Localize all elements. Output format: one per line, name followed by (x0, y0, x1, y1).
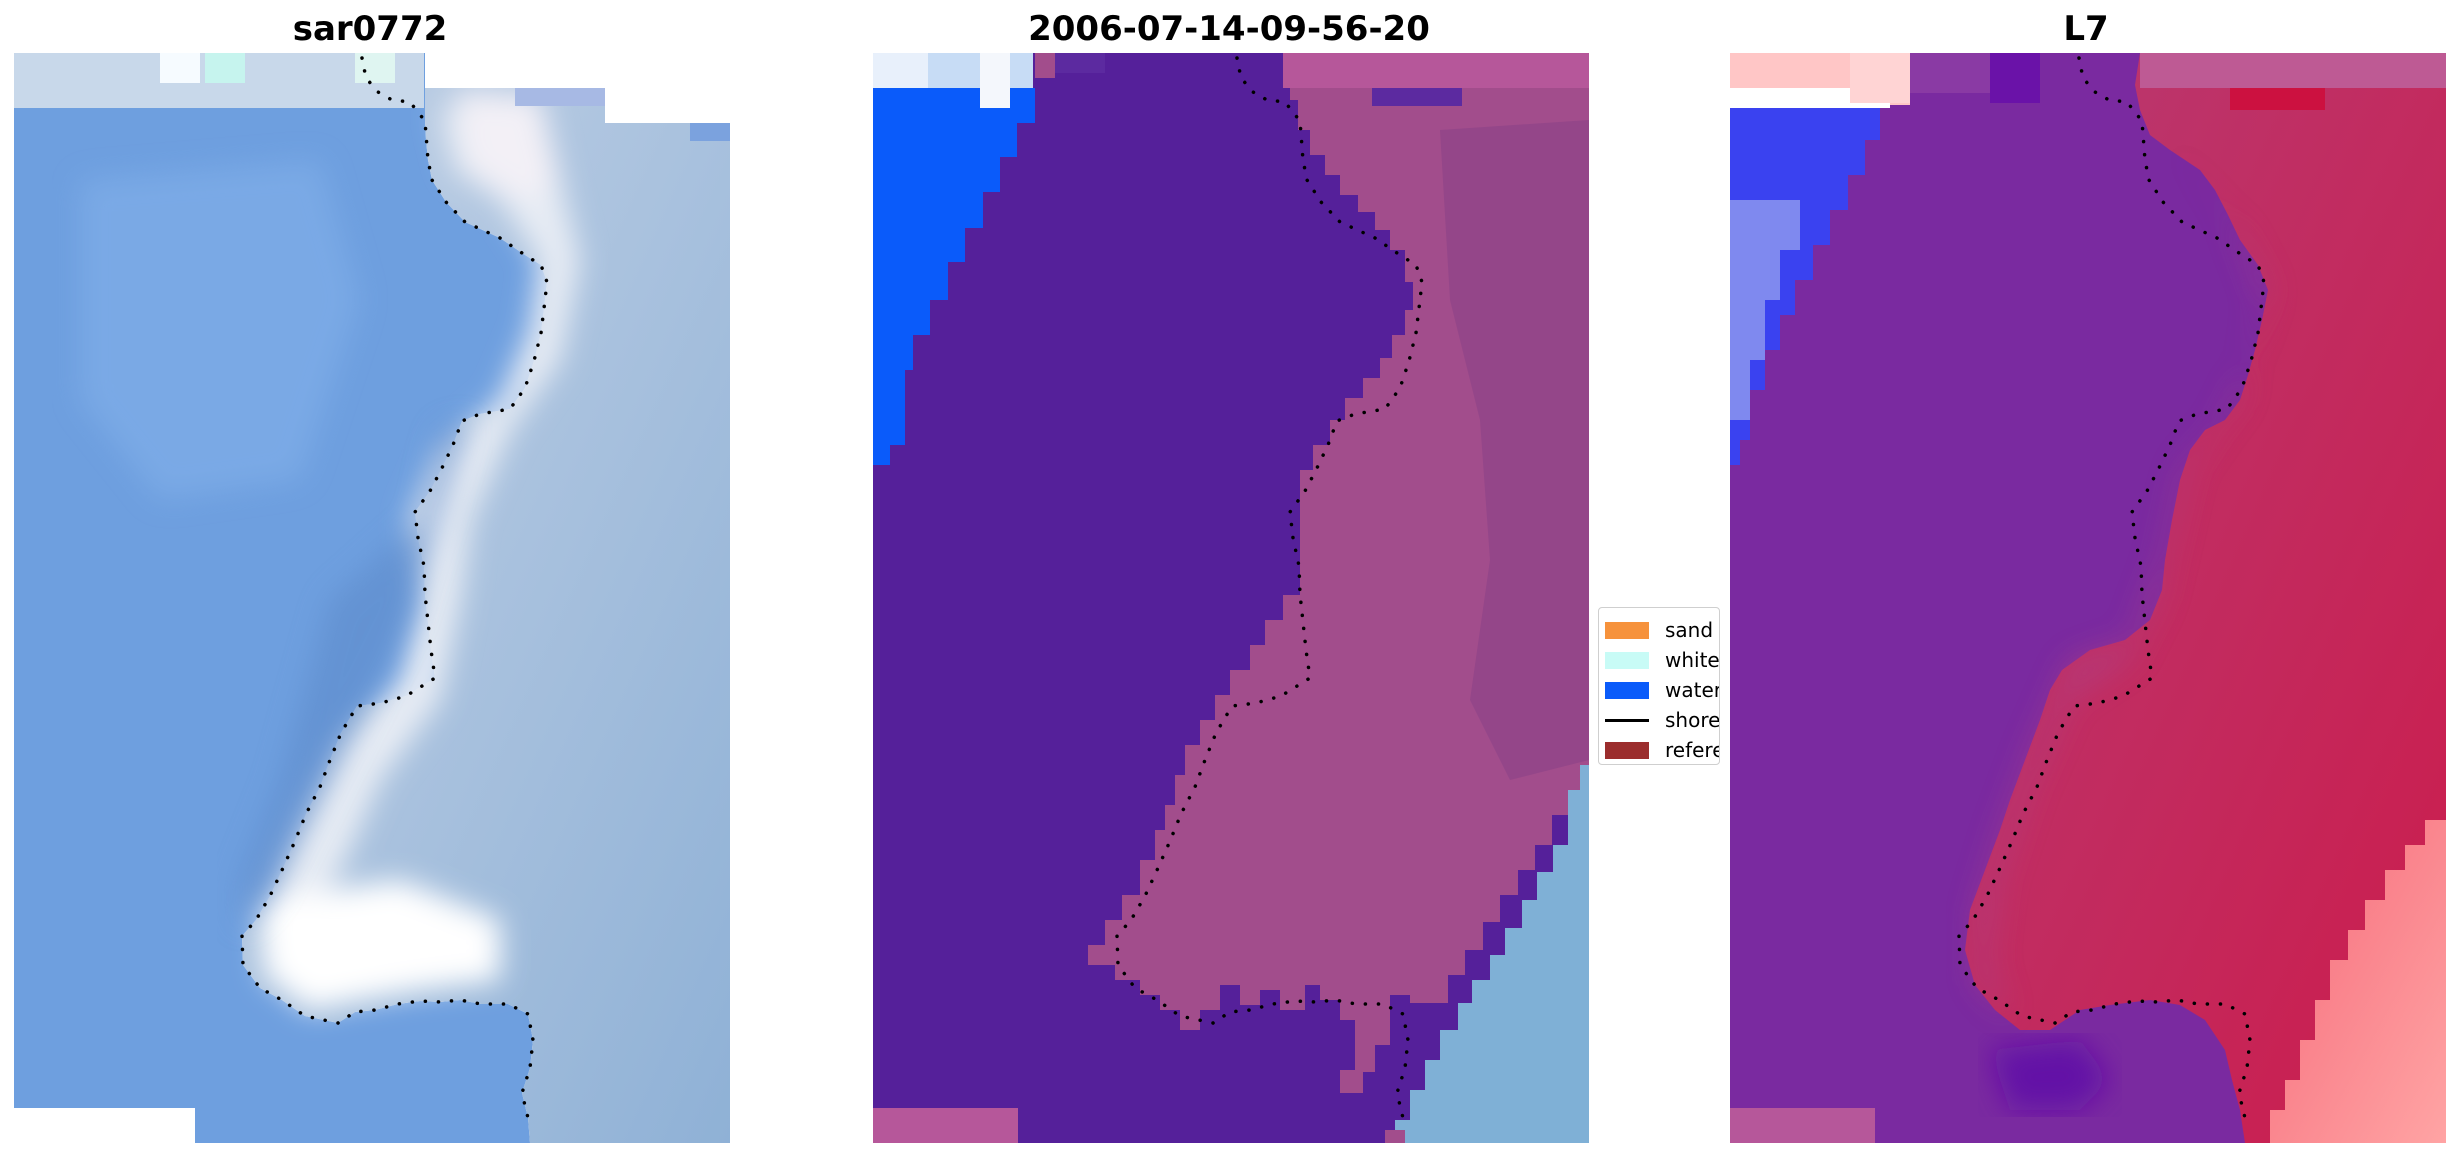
index-land-area (1965, 53, 2446, 1143)
class-land-dark-band (1440, 120, 1589, 780)
legend-label-sand: sand (1665, 618, 1714, 642)
legend-item-shoreline: shoreline (1605, 707, 1720, 733)
legend-label-shoreline: shoreline (1665, 708, 1720, 732)
rgb-land-area (242, 53, 730, 1143)
rgb-offshore-highlight (80, 160, 360, 500)
index-image-panel (1730, 53, 2446, 1143)
shoreline-dots-panel-1 (240, 56, 549, 1124)
legend-swatch-water (1605, 681, 1649, 699)
legend-swatch-sand (1605, 621, 1649, 639)
panel-title-l7: L7 (2063, 9, 2109, 49)
legend-label-water: water (1665, 678, 1720, 702)
index-low-area (2270, 820, 2446, 1143)
class-bottom-left-land (873, 1108, 1018, 1143)
rgb-image-panel (14, 53, 730, 1143)
legend-swatch-reference-shoreline (1605, 741, 1649, 759)
classified-image-panel (873, 53, 1589, 1143)
class-sea-pale-area (1395, 765, 1589, 1143)
shoreline-dots-panel-2 (1115, 56, 1424, 1124)
shoreline-overlay (240, 56, 2266, 1124)
index-dark-pocket (1990, 1040, 2110, 1110)
panel-title-sar0772: sar0772 (292, 9, 448, 49)
shoreline-dots-panel-3 (1957, 56, 2266, 1124)
class-water-blue-area (873, 88, 1035, 465)
index-blue-area (1730, 105, 1880, 465)
legend-item-reference-shoreline: reference shoreline (1605, 737, 1719, 763)
legend-line-shoreline (1605, 718, 1649, 722)
legend-label-reference-shoreline: reference shoreline (1665, 738, 1719, 762)
legend-item-water: water (1605, 677, 1720, 703)
panel-title-date: 2006-07-14-09-56-20 (1028, 9, 1430, 49)
legend-item-sand: sand (1605, 617, 1713, 643)
rgb-nearshore-shade (240, 420, 470, 930)
legend-swatch-whitewater (1605, 651, 1649, 669)
rgb-nodata-top-right (425, 53, 605, 88)
rgb-nodata-bottom-left (14, 1108, 159, 1143)
